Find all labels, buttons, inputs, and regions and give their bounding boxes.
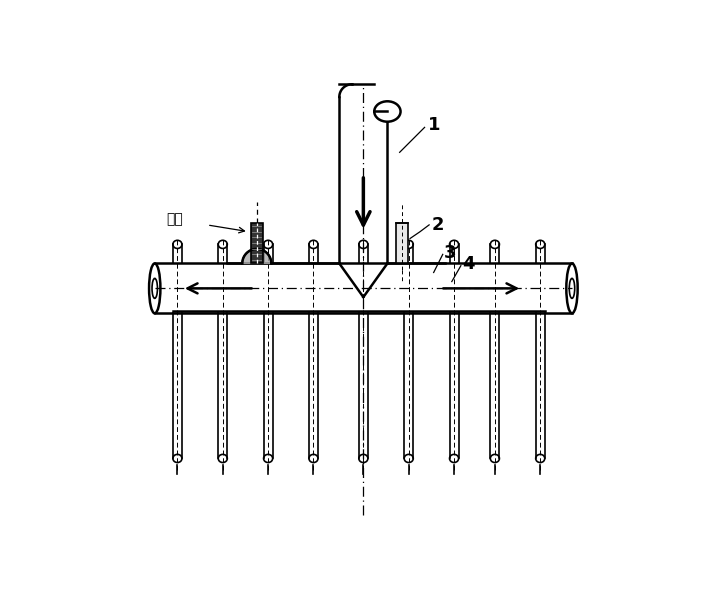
Text: 2: 2 — [431, 216, 444, 234]
Text: 4: 4 — [462, 256, 475, 273]
Polygon shape — [242, 249, 272, 263]
Bar — [251, 223, 262, 263]
Text: 1: 1 — [428, 116, 441, 134]
Bar — [396, 223, 408, 263]
Text: 3: 3 — [444, 244, 457, 262]
Text: 焊柱: 焊柱 — [166, 213, 183, 226]
